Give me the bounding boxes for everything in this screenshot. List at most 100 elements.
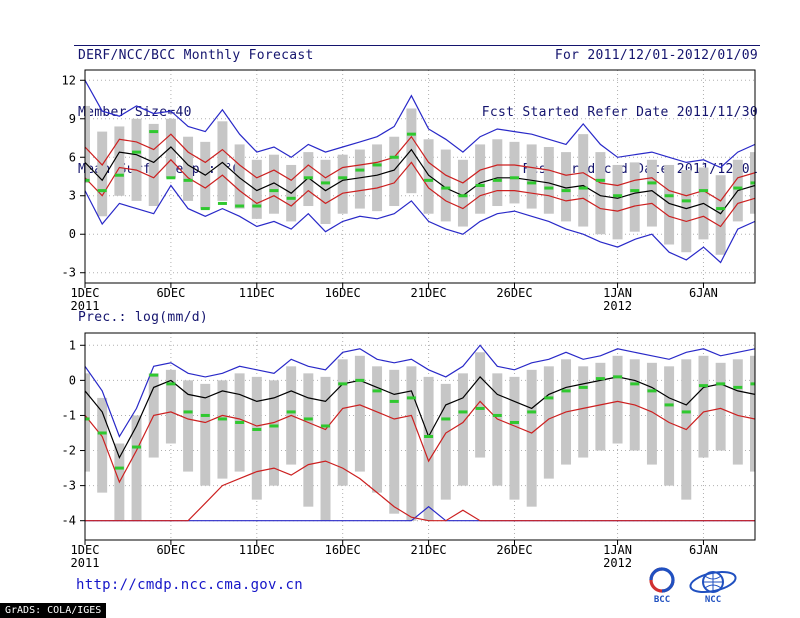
observation-dash xyxy=(492,178,502,182)
observation-dash xyxy=(406,132,416,136)
spread-bar xyxy=(183,136,194,201)
spread-bar xyxy=(475,352,486,458)
ncc-globe-icon xyxy=(689,570,737,594)
x-tick-label: 1JAN xyxy=(603,286,632,300)
spread-bar xyxy=(543,366,554,479)
spread-bar xyxy=(526,144,537,209)
observation-dash xyxy=(544,186,554,190)
spread-bar xyxy=(372,144,383,212)
observation-dash xyxy=(716,207,726,211)
observation-dash xyxy=(85,417,90,421)
observation-dash xyxy=(458,194,468,198)
ensemble-max-line xyxy=(85,80,755,169)
observation-dash xyxy=(269,189,279,193)
observation-dash xyxy=(355,168,365,172)
y-tick-label: -4 xyxy=(62,514,76,528)
grads-credit-text: GrADS: COLA/IGES xyxy=(5,605,102,616)
spread-bar xyxy=(578,134,589,227)
y-tick-label: 0 xyxy=(69,227,76,241)
x-tick-label: 26DEC xyxy=(496,543,532,557)
observation-dash xyxy=(200,413,210,417)
observation-dash xyxy=(664,194,674,198)
observation-markers xyxy=(85,373,755,470)
spread-bar xyxy=(664,366,675,486)
spread-bar xyxy=(561,152,572,222)
spread-bar xyxy=(457,373,468,486)
observation-dash xyxy=(578,385,588,389)
observation-dash xyxy=(492,413,502,417)
spread-bar xyxy=(131,118,142,201)
observation-dash xyxy=(595,377,605,381)
spread-bar xyxy=(543,146,554,214)
spread-bar xyxy=(131,415,142,521)
observation-dash xyxy=(561,389,571,393)
bcc-swirl-icon xyxy=(649,567,675,593)
x-year-label: 2011 xyxy=(71,299,100,313)
x-tick-label: 6DEC xyxy=(156,286,185,300)
spread-bar xyxy=(268,380,279,486)
spread-bar xyxy=(372,366,383,493)
spread-bar xyxy=(97,397,108,493)
spread-bar xyxy=(389,136,400,207)
x-tick-label: 6JAN xyxy=(689,286,718,300)
x-tick-label: 16DEC xyxy=(325,543,361,557)
bcc-logo-label: BCC xyxy=(654,595,670,603)
ncc-logo-label: NCC xyxy=(705,595,721,603)
spread-bar xyxy=(337,359,348,486)
x-tick-label: 21DEC xyxy=(411,286,447,300)
spread-bar xyxy=(114,126,125,196)
spread-bar xyxy=(354,149,365,209)
spread-bar xyxy=(698,355,709,458)
ensemble-min-line xyxy=(85,184,755,264)
x-tick-label: 1JAN xyxy=(603,543,632,557)
x-tick-label: 11DEC xyxy=(239,286,275,300)
y-tick-label: 12 xyxy=(62,73,76,87)
y-tick-label: 1 xyxy=(69,338,76,352)
lower-quartile-line xyxy=(85,460,755,522)
observation-dash xyxy=(681,410,691,414)
observation-dash xyxy=(372,389,382,393)
x-year-label: 2012 xyxy=(603,299,632,313)
observation-dash xyxy=(561,189,571,193)
observation-dash xyxy=(424,435,434,438)
spread-bar xyxy=(595,362,606,451)
y-tick-label: -3 xyxy=(62,266,76,280)
plot-border xyxy=(84,332,756,541)
lower-quartile-line xyxy=(85,158,755,228)
observation-dash xyxy=(217,201,227,205)
spread-bar xyxy=(612,164,623,240)
x-tick-label: 1DEC xyxy=(71,286,100,300)
observation-dash xyxy=(733,385,743,389)
spread-bar xyxy=(612,355,623,444)
observation-dash xyxy=(85,178,90,182)
spread-bar xyxy=(475,144,486,214)
observation-dash xyxy=(286,196,296,200)
observation-dash xyxy=(698,384,708,388)
observation-dash xyxy=(132,445,142,449)
observation-dash xyxy=(424,178,434,182)
forecast-range-label: For 2011/12/01-2012/01/09 xyxy=(554,48,758,63)
spread-bar xyxy=(629,162,640,232)
observation-dash xyxy=(578,186,588,190)
spread-bar xyxy=(268,154,279,214)
observation-dash xyxy=(321,424,331,428)
observation-dash xyxy=(527,181,537,185)
observation-dash xyxy=(97,431,107,435)
y-tick-label: 3 xyxy=(69,189,76,203)
spread-bar xyxy=(509,376,520,500)
spread-bar xyxy=(492,373,503,486)
x-tick-label: 21DEC xyxy=(411,543,447,557)
bcc-logo: BCC xyxy=(649,567,675,603)
x-year-label: 2011 xyxy=(71,556,100,570)
footer-url[interactable]: http://cmdp.ncc.cma.gov.cn xyxy=(76,577,303,593)
spread-bar xyxy=(200,383,211,486)
observation-dash xyxy=(183,178,193,182)
x-year-label: 2012 xyxy=(603,556,632,570)
spread-bar xyxy=(165,118,176,178)
observation-dash xyxy=(166,176,176,180)
observation-dash xyxy=(269,424,279,428)
observation-dash xyxy=(235,420,245,424)
spread-bar xyxy=(509,141,520,204)
